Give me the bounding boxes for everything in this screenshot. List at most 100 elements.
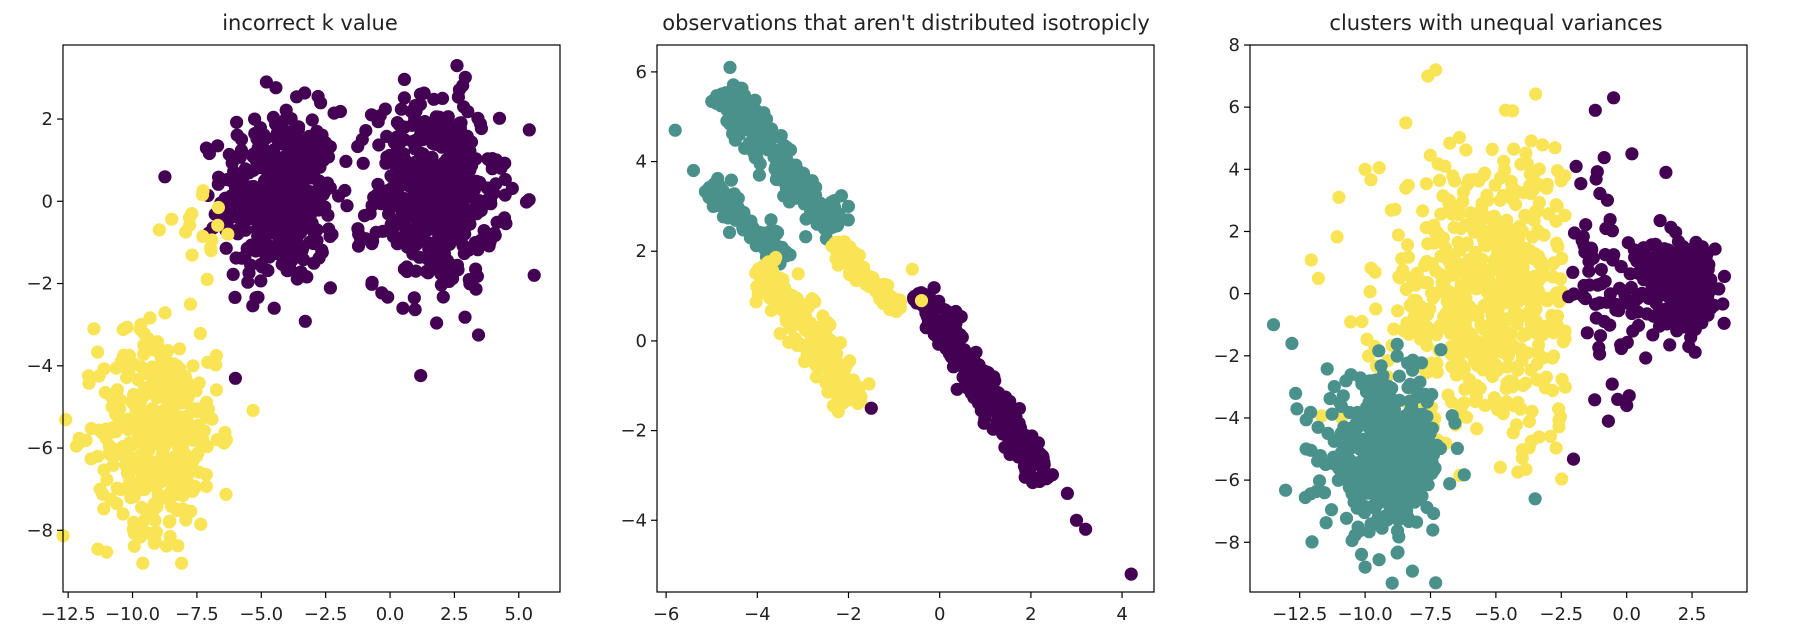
data-point-teal <box>1320 362 1334 376</box>
data-point-yellow <box>1509 418 1524 432</box>
data-point-yellow <box>1516 378 1530 392</box>
data-point-yellow <box>196 229 210 243</box>
data-point-purple <box>1603 213 1617 227</box>
data-point-yellow <box>1503 379 1517 393</box>
data-point-purple <box>1666 257 1680 271</box>
data-point-yellow <box>1387 322 1401 336</box>
data-point-teal <box>722 225 737 239</box>
data-point-yellow <box>194 517 208 531</box>
data-point-yellow <box>1551 240 1565 254</box>
data-point-teal <box>720 91 734 106</box>
data-point-purple <box>321 150 336 164</box>
data-point-teal <box>1352 442 1366 456</box>
data-point-yellow <box>749 266 763 280</box>
data-point-yellow <box>1315 409 1329 423</box>
data-point-purple <box>273 198 287 212</box>
data-point-teal <box>780 140 794 154</box>
y-tick-label: −2 <box>620 421 647 442</box>
data-point-yellow <box>204 244 218 258</box>
data-point-purple <box>369 225 383 239</box>
data-point-purple <box>1623 267 1637 281</box>
plot-frame <box>656 44 1155 593</box>
data-point-yellow <box>1533 178 1547 192</box>
data-point-teal <box>769 172 784 187</box>
data-point-yellow <box>185 248 199 262</box>
data-point-yellow <box>158 306 172 320</box>
data-point-yellow <box>768 301 782 315</box>
data-point-purple <box>468 236 482 250</box>
data-point-purple <box>1600 193 1614 207</box>
data-point-teal <box>1400 504 1414 518</box>
data-point-teal <box>752 168 767 182</box>
data-point-purple <box>1625 147 1639 161</box>
data-point-purple <box>1717 316 1731 330</box>
data-point-purple <box>488 228 502 242</box>
data-point-yellow <box>200 272 214 286</box>
data-point-purple <box>225 156 239 170</box>
data-point-purple <box>414 168 428 183</box>
data-point-teal <box>1362 395 1376 409</box>
data-point-purple <box>395 209 410 223</box>
data-point-yellow <box>154 351 168 365</box>
data-point-yellow <box>196 184 210 198</box>
data-point-yellow <box>1490 314 1505 328</box>
data-point-yellow <box>1474 222 1488 236</box>
y-tick-label: 4 <box>1229 159 1240 180</box>
y-tick-label: 4 <box>636 152 647 173</box>
data-point-purple <box>1593 329 1608 343</box>
data-point-purple <box>948 337 962 351</box>
data-point-yellow <box>763 270 777 284</box>
data-point-teal <box>1425 445 1439 459</box>
data-point-purple <box>290 90 304 104</box>
data-point-purple <box>441 110 455 124</box>
data-point-yellow <box>199 479 213 493</box>
data-point-yellow <box>1549 214 1563 228</box>
data-point-yellow <box>1441 254 1455 268</box>
data-point-yellow <box>1548 141 1562 155</box>
y-tick-label: −4 <box>620 510 647 531</box>
data-point-yellow <box>180 478 194 492</box>
data-point-yellow <box>1522 414 1536 429</box>
data-point-purple <box>292 133 306 147</box>
data-point-purple <box>397 72 411 86</box>
data-point-purple <box>1612 304 1626 318</box>
data-point-purple <box>942 347 957 361</box>
x-tick-label: −2 <box>835 604 862 625</box>
scatter-panel-anisotropic: observations that aren't distributed iso… <box>620 11 1155 625</box>
data-point-teal <box>711 177 725 191</box>
data-point-yellow <box>1473 345 1487 359</box>
data-point-purple <box>279 112 293 126</box>
data-point-purple <box>1685 255 1699 270</box>
data-point-yellow <box>1460 410 1474 424</box>
data-point-purple <box>1605 224 1619 238</box>
data-point-yellow <box>201 355 215 369</box>
data-point-teal <box>742 136 756 150</box>
data-point-yellow <box>171 439 185 453</box>
data-point-yellow <box>1546 383 1560 398</box>
data-point-purple <box>226 267 240 281</box>
data-point-purple <box>275 226 290 240</box>
data-point-yellow <box>820 373 834 387</box>
data-point-purple <box>1577 278 1591 293</box>
data-point-yellow <box>1493 460 1507 474</box>
data-point-purple <box>404 105 418 119</box>
data-point-purple <box>1653 214 1667 228</box>
data-point-teal <box>809 193 824 207</box>
data-point-purple <box>401 157 415 171</box>
data-point-yellow <box>821 353 835 367</box>
data-point-purple <box>430 316 444 330</box>
data-point-teal <box>750 150 764 164</box>
data-point-purple <box>1574 177 1588 191</box>
data-point-teal <box>1405 400 1419 414</box>
data-point-yellow <box>1496 296 1510 310</box>
data-point-yellow <box>186 402 200 416</box>
data-point-yellow <box>179 504 193 518</box>
data-point-yellow <box>1555 472 1569 486</box>
data-point-yellow <box>1493 171 1507 185</box>
data-point-yellow <box>110 481 124 495</box>
data-point-purple <box>1665 286 1679 300</box>
data-point-purple <box>212 170 226 184</box>
data-point-yellow <box>1496 264 1510 278</box>
data-point-yellow <box>793 338 807 352</box>
tick-layer: −6 −4 −2 0 2 4 6 4 2 0 −2 −4 <box>620 62 1127 625</box>
